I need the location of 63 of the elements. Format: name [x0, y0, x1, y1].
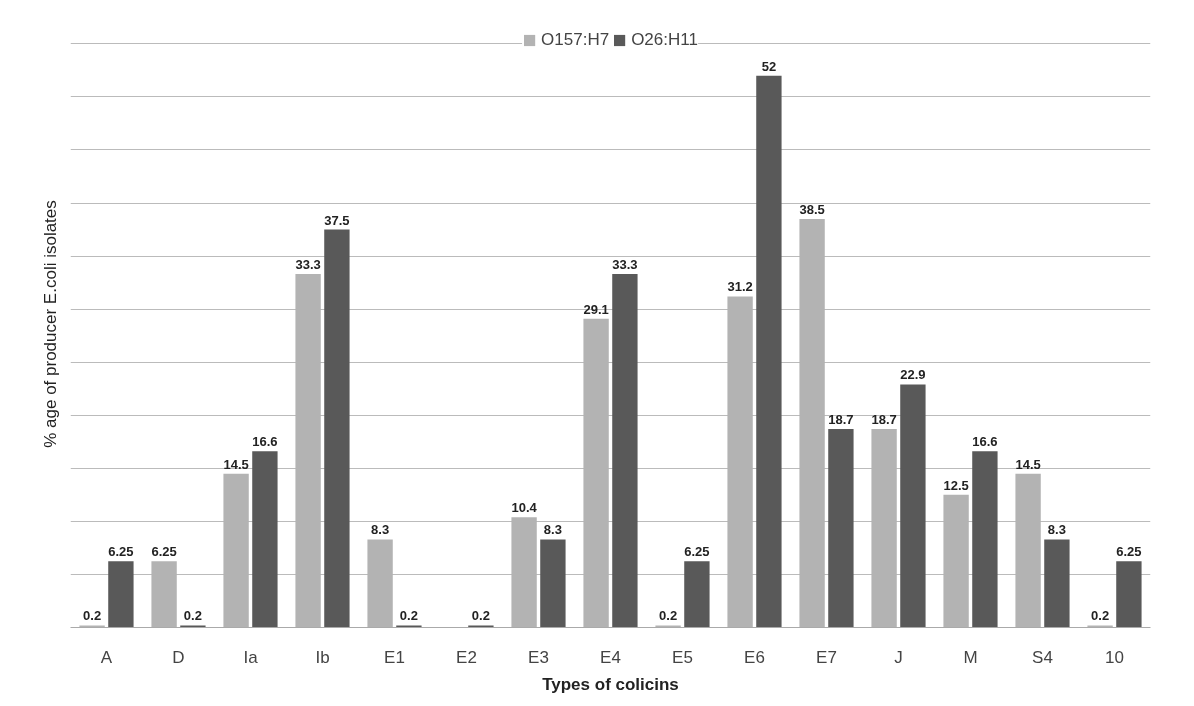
data-label: 29.1 [583, 301, 609, 317]
bar [252, 451, 278, 628]
data-label: 22.9 [900, 367, 926, 383]
data-label: 6.25 [151, 544, 177, 560]
x-tick-label: S4 [1032, 647, 1053, 667]
data-label: 8.3 [371, 522, 390, 538]
x-tick-label: M [963, 647, 978, 667]
x-tick-label: J [894, 647, 903, 667]
x-tick-label: E7 [816, 647, 837, 667]
bar [612, 274, 638, 628]
x-tick-label: E1 [384, 647, 405, 667]
bar [180, 625, 206, 628]
data-label: 14.5 [223, 456, 249, 472]
bar [1116, 561, 1142, 628]
data-label: 0.2 [471, 608, 490, 624]
bar [1044, 539, 1070, 628]
data-label: 8.3 [1047, 522, 1066, 538]
bar [468, 625, 494, 628]
data-label: 6.25 [108, 544, 134, 560]
data-label: 33.3 [295, 257, 321, 273]
bar [108, 561, 134, 628]
data-label: 37.5 [324, 212, 350, 228]
bar [900, 384, 926, 628]
x-tick-label: E3 [528, 647, 549, 667]
bar [396, 625, 422, 628]
x-tick-label: E5 [672, 647, 693, 667]
x-tick-label: Ia [243, 647, 259, 667]
x-tick-label: E4 [600, 647, 621, 667]
x-tick-label: A [100, 647, 113, 667]
data-label: 12.5 [943, 477, 969, 493]
x-axis-title: Types of colicins [542, 674, 679, 694]
data-label: 8.3 [543, 522, 562, 538]
data-label: 0.2 [183, 608, 202, 624]
data-label: 33.3 [612, 257, 638, 273]
bar [972, 451, 998, 628]
data-label: 10.4 [511, 500, 538, 516]
bar [324, 229, 350, 628]
bar [540, 539, 566, 628]
data-label: 18.7 [828, 412, 854, 428]
data-label: 16.6 [972, 434, 998, 450]
legend-label: O26:H11 [631, 30, 698, 50]
data-label: 14.5 [1015, 456, 1041, 472]
data-label: 6.25 [684, 544, 710, 560]
x-tick-label: Ib [315, 647, 330, 667]
data-label: 52 [761, 58, 777, 74]
bar [756, 75, 782, 628]
x-tick-label: E6 [744, 647, 765, 667]
x-tick-label: 10 [1105, 647, 1124, 667]
bar [828, 429, 854, 628]
bar [684, 561, 710, 628]
data-label: 0.2 [83, 608, 102, 624]
data-label: 16.6 [252, 434, 278, 450]
data-label: 0.2 [399, 608, 418, 624]
legend-label: O157:H7 [541, 30, 610, 50]
y-axis-title: % age of producer E.coli isolates [40, 200, 60, 448]
data-label: 18.7 [871, 412, 897, 428]
data-label: 0.2 [1091, 608, 1110, 624]
data-label: 38.5 [799, 201, 825, 217]
x-tick-label: D [172, 647, 185, 667]
data-label: 6.25 [1116, 544, 1142, 560]
x-tick-label: E2 [456, 647, 477, 667]
data-label: 31.2 [727, 279, 753, 295]
data-label: 0.2 [659, 608, 678, 624]
